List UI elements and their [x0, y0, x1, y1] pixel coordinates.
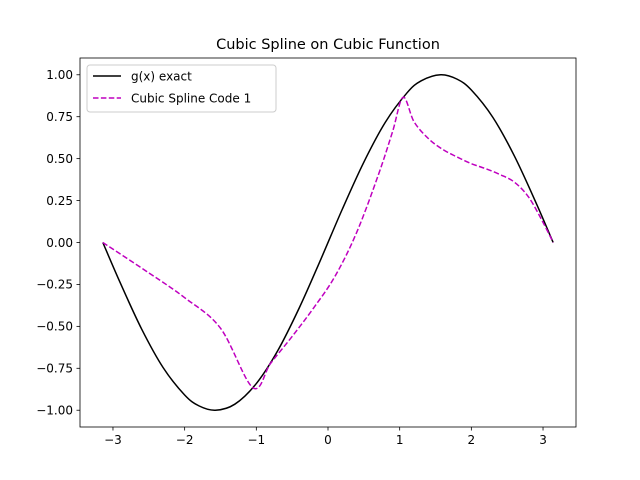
y-tick-label: 0.00	[46, 236, 73, 250]
chart-title: Cubic Spline on Cubic Function	[216, 37, 440, 53]
series-line-1	[102, 74, 554, 411]
y-tick-label: 0.75	[46, 110, 73, 124]
x-tick-label: 0	[324, 433, 332, 447]
legend-box	[86, 64, 277, 113]
legend-label-1: g(x) exact	[131, 69, 192, 83]
y-tick-label: −0.25	[36, 278, 73, 292]
x-tick-label: −3	[104, 433, 122, 447]
plot-frame	[79, 57, 577, 428]
chart-marks: −3 −2 −1 0 1 2 3 −1.00 −0.75 −0.50 −0.25 0.00 0.25 0.…	[36, 68, 554, 447]
series-line-2	[102, 96, 554, 390]
legend: g(x) exact Cubic Spline Code 1	[86, 64, 277, 113]
y-tick-label: 0.25	[46, 194, 73, 208]
legend-label-2: Cubic Spline Code 1	[131, 91, 251, 105]
y-tick-label: 1.00	[46, 68, 73, 82]
y-tick-label: 0.50	[46, 152, 73, 166]
y-tick-label: −1.00	[36, 404, 73, 418]
x-tick-label: 2	[468, 433, 476, 447]
x-tick-label: −1	[247, 433, 265, 447]
y-tick-label: −0.75	[36, 362, 73, 376]
x-tick-label: 3	[539, 433, 547, 447]
x-tick-label: −2	[176, 433, 194, 447]
x-tick-label: 1	[396, 433, 404, 447]
y-tick-label: −0.50	[36, 320, 73, 334]
